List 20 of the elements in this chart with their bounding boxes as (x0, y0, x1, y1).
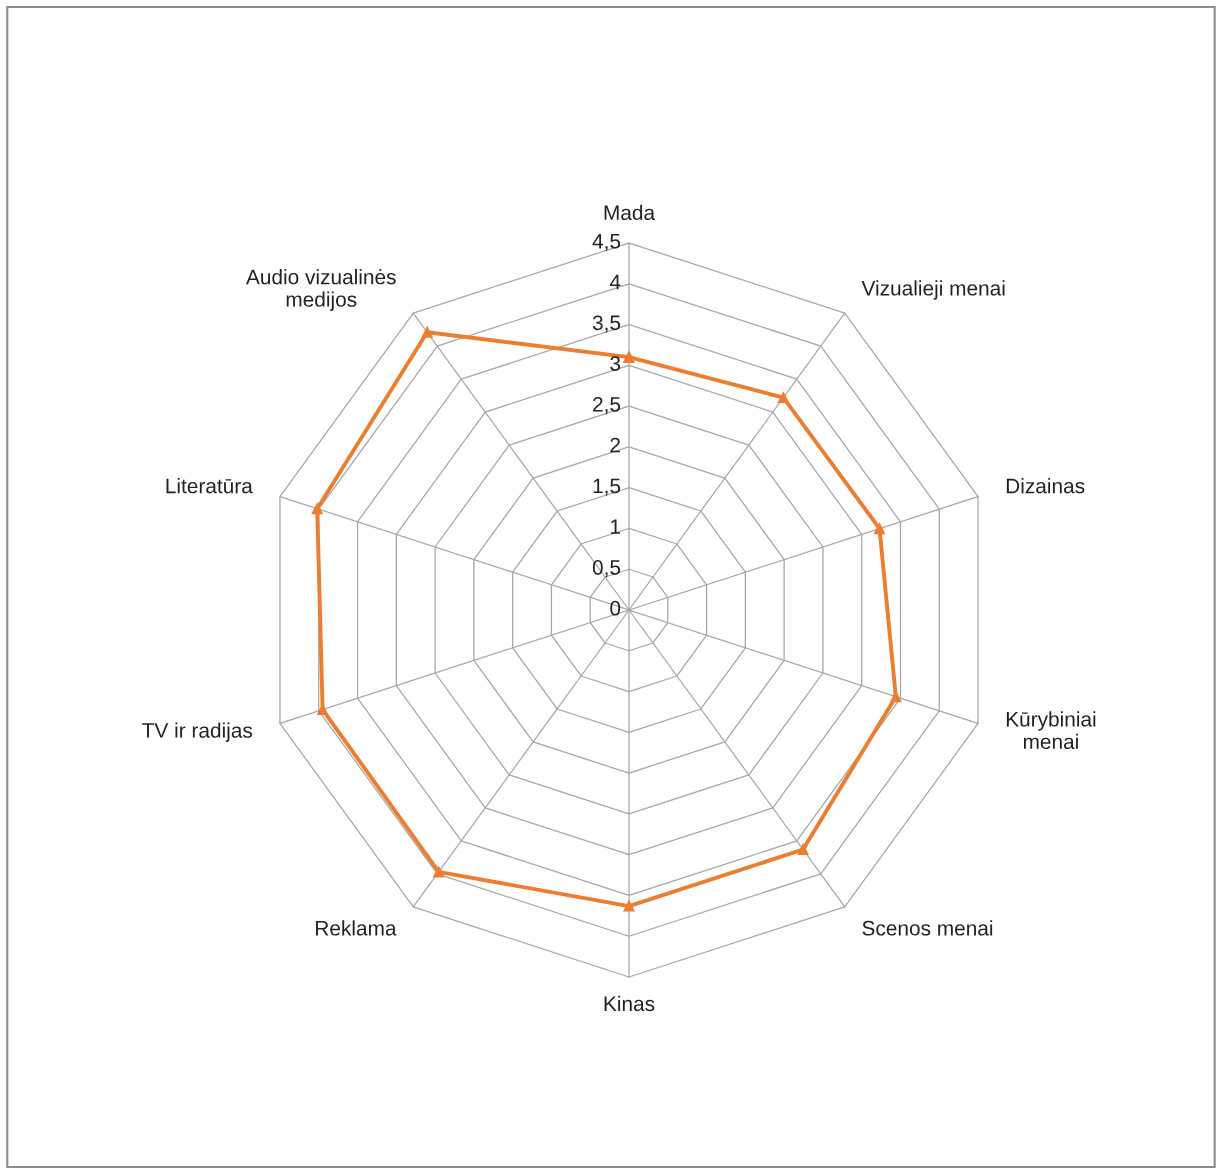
y-tick-label: 0 (610, 600, 621, 616)
spoke-label: Kinas (604, 995, 655, 1012)
spoke-label: Scenos menai (862, 920, 993, 936)
y-tick-label: 2,5 (593, 396, 621, 415)
y-tick-label: 3,5 (592, 315, 621, 333)
spoke-label: Audio vizualinės medijos (246, 269, 396, 311)
y-tick-label: 4,5 (592, 234, 621, 252)
spoke-label: Reklama (316, 920, 397, 936)
spoke-label: Dizainas (1006, 478, 1085, 494)
spoke-label: TV ir radijas (142, 722, 253, 742)
y-tick-label: 1,5 (593, 478, 621, 496)
spoke-label: Vizualieji menai (861, 280, 1005, 300)
spoke-label: Literatūra (166, 478, 253, 494)
spoke-label: Kūrybiniai menai (1006, 711, 1096, 750)
y-tick-label: 1 (611, 519, 620, 534)
spoke-label: Mada (604, 204, 656, 221)
y-tick-label: 3 (610, 356, 621, 371)
y-tick-label: 0,5 (592, 560, 621, 578)
y-tick-label: 4 (609, 274, 621, 290)
y-tick-label: 2 (610, 437, 620, 453)
